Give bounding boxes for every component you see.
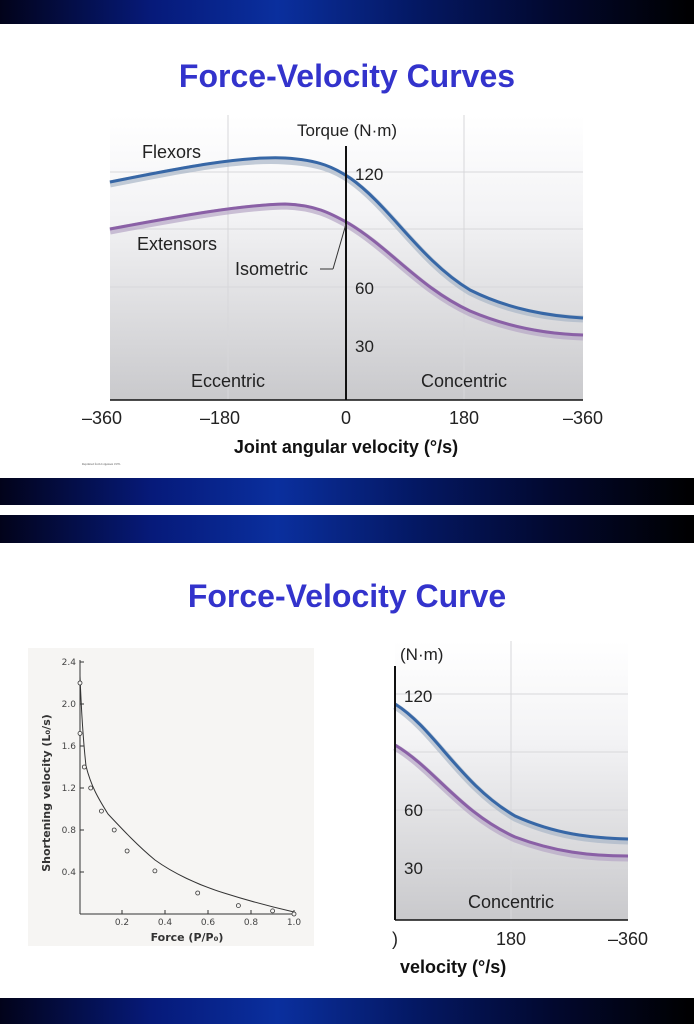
isometric-pointer: [332, 223, 347, 270]
crop-x-tick-180: 180: [496, 929, 526, 949]
slide-gap: [0, 505, 694, 515]
crop-x-tick-360: –360: [608, 929, 648, 949]
graph-data-point: [195, 890, 201, 896]
crop-y-axis-title: (N·m): [400, 645, 443, 664]
graph-data-point: [99, 808, 104, 814]
graph-data-point: [124, 848, 130, 854]
crop-grid: [395, 641, 628, 920]
crop-label-concentric: Concentric: [468, 892, 554, 912]
graph-y-tick-1-6: 1.6: [62, 742, 77, 752]
y-tick-30: 30: [355, 337, 374, 356]
label-eccentric: Eccentric: [191, 371, 265, 391]
label-extensors: Extensors: [137, 234, 217, 254]
graph-y-tick-2-0: 2.0: [62, 700, 77, 710]
graph-x-tick-0-8: 0.8: [244, 918, 259, 928]
crop-y-tick-60: 60: [404, 801, 423, 820]
crop-y-tick-30: 30: [404, 859, 423, 878]
graph-x-axis-title: Force (P/P₀): [151, 931, 224, 944]
x-tick-0: 0: [341, 408, 351, 428]
crop-series-flexors: [394, 702, 629, 841]
series-extensors: [109, 202, 584, 337]
graph-y-ticks: [80, 661, 84, 873]
slide2-top-bar: [0, 515, 694, 543]
graph-data-point: [235, 903, 241, 909]
graph-y-axis-title: Shortening velocity (L₀/s): [40, 714, 53, 872]
crop-x-tick-0: ): [392, 929, 398, 949]
slide1-top-bar: [0, 0, 694, 24]
label-concentric: Concentric: [421, 371, 507, 391]
graph-data-point: [291, 911, 297, 917]
graph-x-ticks: [121, 910, 295, 914]
slide2-title: Force-Velocity Curve: [187, 578, 507, 614]
scanned-force-velocity-graph: 2.4 2.0 1.6 1.2 0.8 0.4 0.2 0.4 0.6 0.8 …: [28, 648, 314, 946]
label-flexors: Flexors: [142, 142, 201, 162]
crop-y-tick-120: 120: [404, 687, 432, 706]
graph-x-tick-1-0: 1.0: [287, 918, 302, 928]
graph-data-point: [77, 680, 83, 686]
force-velocity-curves-chart: Torque (N·m) Flexors Extensors Isometric…: [82, 115, 603, 457]
cropped-torque-chart: (N·m) 120 60 30 Concentric ) 180 –360 ve…: [392, 641, 648, 977]
graph-data-point: [111, 827, 117, 833]
x-axis-title: Joint angular velocity (°/s): [234, 437, 458, 457]
series-flexors: [109, 156, 584, 320]
y-tick-60: 60: [355, 279, 374, 298]
graph-y-tick-2-4: 2.4: [62, 658, 77, 668]
label-isometric: Isometric: [235, 259, 308, 279]
series-flexors-shadow: [109, 157, 584, 323]
slide1-title: Force-Velocity Curves: [178, 58, 516, 94]
x-tick-neg360: –360: [82, 408, 122, 428]
y-tick-120: 120: [355, 165, 383, 184]
graph-x-tick-0-2: 0.2: [115, 918, 129, 928]
x-tick-180: 180: [449, 408, 479, 428]
crop-series-extensors: [394, 743, 629, 858]
crop-x-axis-title: velocity (°/s): [400, 957, 506, 977]
x-tick-neg180: –180: [200, 408, 240, 428]
slide2-bottom-bar: [0, 998, 694, 1024]
graph-y-tick-1-2: 1.2: [62, 784, 76, 794]
graph-y-tick-0-4: 0.4: [62, 868, 77, 878]
graph-data-point: [88, 785, 94, 791]
graph-data-point: [77, 731, 83, 736]
x-tick-360: –360: [563, 408, 603, 428]
y-axis-title: Torque (N·m): [297, 121, 397, 140]
graph-data-point: [152, 868, 158, 874]
slide1-bottom-bar: [0, 478, 694, 505]
graph-y-tick-0-8: 0.8: [62, 826, 77, 836]
graph-data-point: [270, 908, 276, 914]
graph-x-tick-0-6: 0.6: [201, 918, 216, 928]
figure-credit: Reprinted from Jorgensen 1976.: [82, 462, 121, 466]
graph-x-tick-0-4: 0.4: [158, 918, 173, 928]
graph-data-point: [81, 764, 87, 770]
hyperbolic-curve: [79, 675, 295, 913]
series-extensors-shadow: [109, 202, 584, 341]
graph-data-points: [77, 680, 297, 917]
